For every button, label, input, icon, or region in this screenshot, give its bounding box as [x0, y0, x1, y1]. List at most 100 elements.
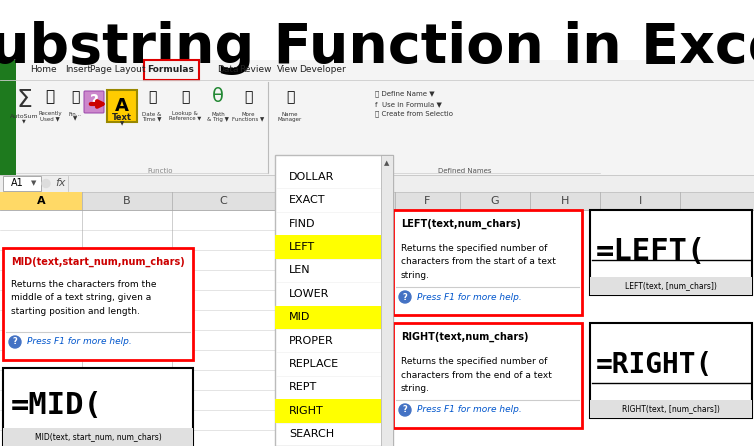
Bar	[0, 192, 82, 210]
Text: =RIGHT(: =RIGHT(	[596, 351, 713, 379]
Text: A: A	[115, 97, 129, 115]
Text: Time ▼: Time ▼	[143, 116, 162, 121]
Text: View: View	[277, 66, 299, 74]
Text: Reference ▼: Reference ▼	[169, 116, 201, 120]
Text: 📅: 📅	[148, 90, 156, 104]
Text: Fin...: Fin...	[69, 112, 81, 116]
Text: ?: ?	[403, 293, 407, 301]
Bar	[3, 428, 193, 446]
Text: Substring Function in Excel: Substring Function in Excel	[0, 21, 754, 75]
Text: Used ▼: Used ▼	[40, 116, 60, 121]
Text: θ: θ	[212, 87, 224, 107]
Text: ▼: ▼	[120, 121, 124, 127]
Text: 📙: 📙	[244, 90, 252, 104]
Text: DOLLAR: DOLLAR	[289, 172, 334, 182]
Text: ▲: ▲	[385, 160, 390, 166]
Bar	[107, 90, 137, 122]
Text: Defined Names: Defined Names	[438, 168, 492, 174]
Bar	[3, 248, 193, 360]
Text: ▼: ▼	[32, 181, 37, 186]
Text: A1: A1	[11, 178, 23, 189]
Text: Σ: Σ	[16, 88, 32, 112]
FancyBboxPatch shape	[3, 176, 41, 191]
Text: C: C	[219, 196, 228, 206]
Text: Press F1 for more help.: Press F1 for more help.	[417, 405, 522, 414]
Text: =LEFT(: =LEFT(	[596, 238, 706, 267]
Text: EXACT: EXACT	[289, 195, 326, 205]
Text: LOWER: LOWER	[289, 289, 329, 299]
Text: Text: Text	[112, 113, 132, 123]
Text: Formulas: Formulas	[148, 66, 195, 74]
Text: SEARCH: SEARCH	[289, 429, 334, 439]
Text: Returns the characters from the
middle of a text string, given a
starting positi: Returns the characters from the middle o…	[11, 280, 157, 316]
Text: Date &: Date &	[143, 112, 161, 116]
Text: H: H	[561, 196, 569, 206]
Bar	[590, 210, 752, 295]
Text: G: G	[491, 196, 499, 206]
Text: MID: MID	[289, 312, 311, 322]
Text: RIGHT: RIGHT	[289, 406, 323, 416]
Text: FIND: FIND	[289, 219, 315, 228]
Text: Page Layout: Page Layout	[90, 66, 146, 74]
Text: REPT: REPT	[289, 383, 317, 392]
Text: MID(text,start_num,num_chars): MID(text,start_num,num_chars)	[11, 257, 185, 267]
Circle shape	[9, 336, 21, 348]
Text: Returns the specified number of
characters from the end of a text
string.: Returns the specified number of characte…	[401, 357, 552, 392]
Circle shape	[399, 404, 411, 416]
Circle shape	[399, 291, 411, 303]
Text: RIGHT(text, [num_chars]): RIGHT(text, [num_chars])	[622, 405, 720, 413]
Text: ▼: ▼	[22, 119, 26, 124]
Bar	[3, 368, 193, 446]
Text: ?: ?	[13, 338, 17, 347]
Text: Returns the specified number of
characters from the start of a text
string.: Returns the specified number of characte…	[401, 244, 556, 280]
Bar	[275, 399, 381, 422]
Text: ⭐: ⭐	[45, 90, 54, 104]
Text: 📊 Create from Selectio: 📊 Create from Selectio	[375, 111, 453, 117]
Text: =MID(: =MID(	[11, 392, 103, 421]
Text: REPLACE: REPLACE	[289, 359, 339, 369]
Text: Lookup &: Lookup &	[172, 111, 198, 116]
Bar	[0, 60, 16, 175]
Bar	[275, 306, 381, 329]
Bar	[0, 192, 754, 210]
Bar	[0, 60, 754, 175]
Text: 🏷 Define Name ▼: 🏷 Define Name ▼	[375, 91, 434, 97]
Text: Functio: Functio	[147, 168, 173, 174]
Text: Data: Data	[217, 66, 239, 74]
Text: LEFT: LEFT	[289, 242, 315, 252]
Bar	[393, 210, 582, 315]
Bar	[144, 60, 199, 80]
Text: LEFT(text,num_chars): LEFT(text,num_chars)	[401, 219, 521, 229]
Bar	[0, 175, 754, 192]
Text: I: I	[639, 196, 642, 206]
Text: RIGHT(text,num_chars): RIGHT(text,num_chars)	[401, 332, 529, 342]
Text: Math: Math	[211, 112, 225, 116]
Text: More: More	[241, 112, 255, 116]
Text: Recently: Recently	[38, 112, 62, 116]
Text: Press F1 for more help.: Press F1 for more help.	[417, 293, 522, 301]
Text: LEN: LEN	[289, 265, 311, 275]
Text: PROPER: PROPER	[289, 336, 334, 346]
Text: 📋: 📋	[286, 90, 294, 104]
Text: fx: fx	[55, 178, 66, 189]
Text: 🔍: 🔍	[181, 90, 189, 104]
Text: Press F1 for more help.: Press F1 for more help.	[27, 338, 132, 347]
Text: & Trig ▼: & Trig ▼	[207, 116, 229, 121]
Bar	[275, 235, 381, 259]
Text: MID(text, start_num, num_chars): MID(text, start_num, num_chars)	[35, 433, 161, 442]
Text: Developer: Developer	[299, 66, 346, 74]
Text: Manager: Manager	[278, 116, 302, 121]
Bar	[590, 400, 752, 418]
Text: LEFT(text, [num_chars]): LEFT(text, [num_chars])	[625, 281, 717, 290]
FancyBboxPatch shape	[84, 91, 104, 113]
Text: AutoSum: AutoSum	[10, 113, 38, 119]
Text: Functions ▼: Functions ▼	[232, 116, 264, 121]
Text: B: B	[123, 196, 130, 206]
Text: ?: ?	[403, 405, 407, 414]
Text: Name: Name	[282, 112, 299, 116]
Text: 📗: 📗	[71, 90, 79, 104]
Bar	[393, 323, 582, 428]
Text: Home: Home	[29, 66, 57, 74]
Text: F: F	[425, 196, 431, 206]
Text: f  Use in Formula ▼: f Use in Formula ▼	[375, 101, 442, 107]
